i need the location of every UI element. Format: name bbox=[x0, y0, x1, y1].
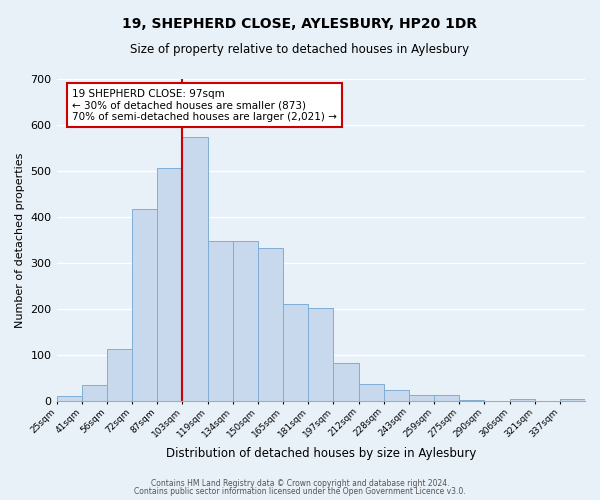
Bar bbox=[434, 395, 459, 401]
Bar bbox=[409, 395, 434, 401]
Bar bbox=[56, 396, 82, 401]
X-axis label: Distribution of detached houses by size in Aylesbury: Distribution of detached houses by size … bbox=[166, 447, 476, 460]
Text: Size of property relative to detached houses in Aylesbury: Size of property relative to detached ho… bbox=[130, 42, 470, 56]
Y-axis label: Number of detached properties: Number of detached properties bbox=[15, 152, 25, 328]
Text: Contains HM Land Registry data © Crown copyright and database right 2024.: Contains HM Land Registry data © Crown c… bbox=[151, 478, 449, 488]
Bar bbox=[509, 398, 535, 401]
Text: 19, SHEPHERD CLOSE, AYLESBURY, HP20 1DR: 19, SHEPHERD CLOSE, AYLESBURY, HP20 1DR bbox=[122, 18, 478, 32]
Bar bbox=[383, 390, 409, 401]
Bar bbox=[334, 363, 359, 401]
Bar bbox=[283, 304, 308, 401]
Bar bbox=[359, 384, 383, 401]
Bar bbox=[459, 400, 484, 401]
Text: 19 SHEPHERD CLOSE: 97sqm
← 30% of detached houses are smaller (873)
70% of semi-: 19 SHEPHERD CLOSE: 97sqm ← 30% of detach… bbox=[73, 88, 337, 122]
Bar bbox=[258, 248, 283, 401]
Bar bbox=[82, 385, 107, 401]
Bar bbox=[157, 168, 182, 401]
Bar bbox=[208, 241, 233, 401]
Bar bbox=[132, 208, 157, 401]
Bar bbox=[182, 136, 208, 401]
Bar bbox=[233, 242, 258, 401]
Bar bbox=[308, 308, 334, 401]
Bar bbox=[107, 349, 132, 401]
Text: Contains public sector information licensed under the Open Government Licence v3: Contains public sector information licen… bbox=[134, 487, 466, 496]
Bar bbox=[560, 398, 585, 401]
